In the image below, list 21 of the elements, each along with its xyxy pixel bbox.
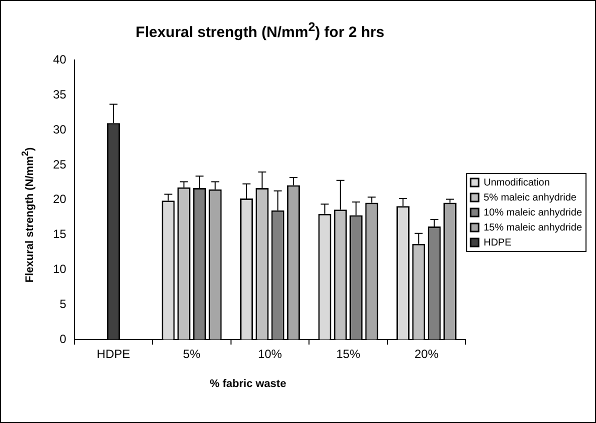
x-tick-label: 15%	[336, 347, 361, 362]
y-tick-label: 40	[52, 52, 67, 67]
x-tick-label: 20%	[414, 347, 439, 362]
x-tick-label: 10%	[258, 347, 282, 362]
legend-label: 10% maleic anhydride	[484, 207, 582, 218]
y-tick-label: 0	[60, 332, 67, 346]
y-tick-label: 30	[52, 122, 67, 136]
legend-label: 15% maleic anhydride	[484, 222, 582, 234]
y-tick-label: 20	[52, 192, 67, 206]
chart-title: Flexural strength (N/mm$^{2}$) for 2 hrs	[134, 20, 386, 41]
legend-label: Unmodification	[484, 177, 550, 188]
y-tick-label: 25	[52, 157, 67, 172]
y-tick-label: 15	[52, 227, 67, 242]
x-tick-label: 5%	[183, 347, 201, 362]
y-tick-label: 10	[52, 262, 67, 276]
x-axis-title: % fabric waste	[208, 378, 288, 390]
y-tick-label: 5	[60, 296, 67, 311]
legend-label: 5% maleic anhydride	[484, 192, 577, 204]
y-tick-label: 35	[52, 87, 67, 102]
x-tick-label: HDPE	[96, 347, 130, 362]
legend-label: HDPE	[484, 237, 512, 248]
